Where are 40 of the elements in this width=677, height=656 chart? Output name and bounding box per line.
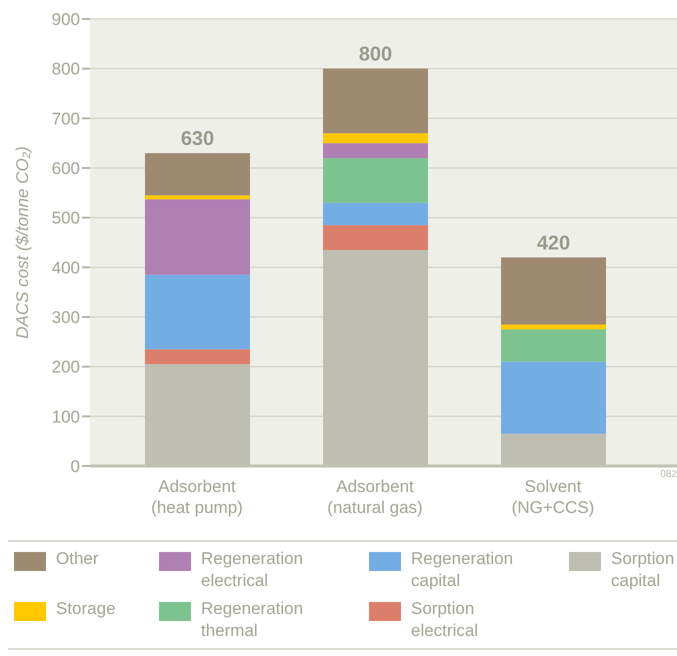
bar — [145, 153, 250, 196]
bar — [145, 349, 250, 364]
y-tick-label: 300 — [52, 308, 80, 328]
legend-label: Other — [56, 548, 100, 570]
y-tick-label: 0 — [70, 457, 80, 476]
bar — [501, 329, 606, 362]
bar — [501, 324, 606, 330]
bar — [323, 68, 428, 134]
y-axis-title: DACS cost ($/tonne CO₂) — [13, 146, 32, 339]
y-tick-label: 700 — [52, 109, 80, 128]
bar — [323, 133, 428, 144]
legend-label: Regeneration electrical — [201, 548, 304, 592]
y-tick-label: 400 — [52, 258, 80, 278]
y-tick-label: 200 — [52, 358, 80, 377]
total-label: 800 — [358, 44, 392, 66]
total-label: 420 — [536, 232, 570, 254]
y-tick-label: 500 — [52, 208, 80, 228]
text: 082 — [660, 469, 677, 480]
bar — [323, 143, 428, 158]
bar — [323, 225, 428, 250]
bar — [501, 362, 606, 434]
legend-label: Sorption electrical — [411, 598, 480, 642]
bar — [323, 158, 428, 203]
bar — [323, 202, 428, 226]
y-tick-label: 900 — [52, 10, 80, 30]
bar — [145, 274, 250, 350]
y-tick-label: 100 — [52, 407, 80, 426]
legend-label: Sorption capital — [611, 548, 676, 592]
bar — [501, 257, 606, 324]
bar — [145, 199, 250, 275]
y-tick-label: 800 — [52, 60, 80, 79]
total-label: 630 — [180, 128, 214, 150]
y-tick-label: 600 — [52, 159, 80, 178]
x-tick-label: Adsorbent (heat pump) — [151, 477, 243, 517]
legend-label: Storage — [56, 598, 117, 620]
bar — [145, 195, 250, 200]
x-tick-label: Adsorbent (natural gas) — [327, 477, 423, 517]
x-tick-label: Solvent (NG+CCS) — [512, 477, 594, 517]
legend-label: Regeneration thermal — [201, 598, 304, 642]
legend-label: Regeneration capital — [411, 548, 514, 592]
